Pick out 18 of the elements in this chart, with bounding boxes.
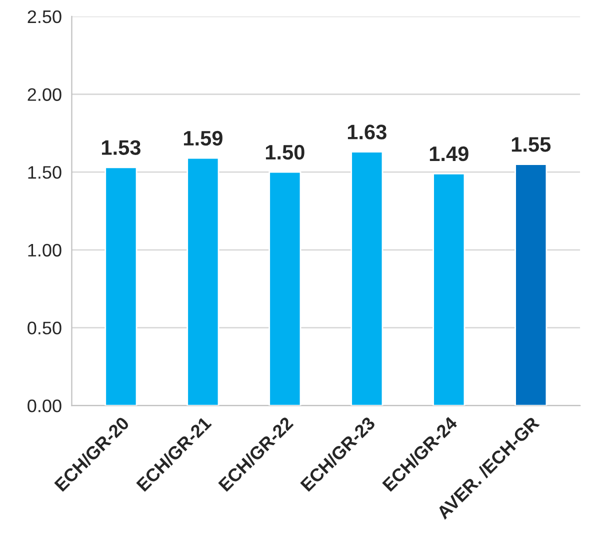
data-label: 1.63 (348, 124, 386, 140)
data-label: 1.50 (266, 144, 304, 160)
y-tick-label: 1.50 (28, 166, 62, 179)
data-label: 1.53 (102, 140, 140, 155)
bar (104, 166, 138, 406)
y-tick-label: 1.00 (28, 244, 62, 257)
data-label: 1.59 (184, 130, 222, 146)
y-tick-label: 0.00 (28, 399, 62, 412)
data-label: 1.55 (512, 137, 551, 152)
bar (186, 157, 220, 406)
y-tick-label: 0.50 (28, 322, 62, 334)
y-tick-label: 2.50 (28, 10, 62, 24)
data-label: 1.49 (430, 146, 468, 162)
bar (432, 172, 466, 406)
bar (268, 171, 302, 406)
y-tick-label: 2.00 (28, 88, 62, 101)
bar (514, 164, 548, 406)
bar (350, 151, 384, 406)
